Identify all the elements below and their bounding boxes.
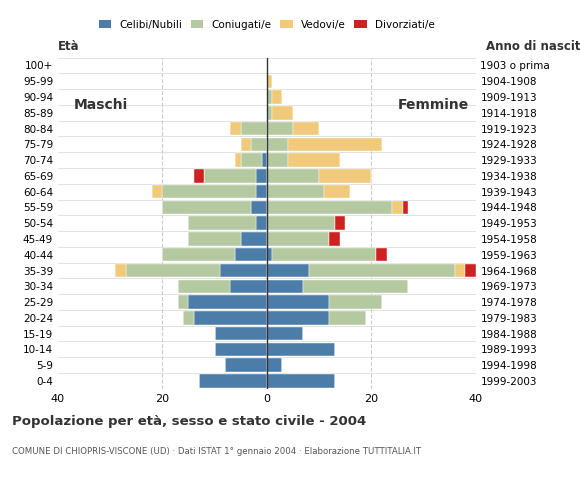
Legend: Celibi/Nubili, Coniugati/e, Vedovi/e, Divorziati/e: Celibi/Nubili, Coniugati/e, Vedovi/e, Di… — [99, 20, 434, 30]
Bar — [392, 201, 403, 214]
Bar — [220, 264, 267, 277]
Bar — [152, 185, 162, 198]
Bar — [403, 201, 408, 214]
Bar — [329, 232, 340, 246]
Bar — [303, 279, 408, 293]
Bar — [178, 279, 230, 293]
Bar — [329, 295, 382, 309]
Bar — [267, 343, 335, 356]
Bar — [188, 232, 241, 246]
Bar — [267, 248, 272, 262]
Bar — [230, 122, 241, 135]
Bar — [267, 295, 329, 309]
Bar — [230, 279, 267, 293]
Bar — [335, 216, 345, 230]
Bar — [162, 185, 256, 198]
Text: Femmine: Femmine — [397, 98, 469, 112]
Bar — [215, 343, 267, 356]
Bar — [267, 311, 329, 324]
Bar — [256, 169, 267, 182]
Bar — [126, 264, 220, 277]
Bar — [241, 154, 262, 167]
Bar — [267, 106, 272, 120]
Bar — [267, 374, 335, 388]
Text: Maschi: Maschi — [74, 98, 128, 112]
Text: Età: Età — [58, 40, 79, 53]
Bar — [267, 169, 319, 182]
Bar — [256, 216, 267, 230]
Bar — [288, 138, 382, 151]
Bar — [115, 264, 126, 277]
Bar — [319, 169, 371, 182]
Bar — [267, 154, 288, 167]
Bar — [267, 201, 392, 214]
Bar — [235, 248, 267, 262]
Bar — [267, 185, 324, 198]
Bar — [251, 201, 267, 214]
Bar — [267, 279, 303, 293]
Bar — [178, 295, 188, 309]
Bar — [267, 264, 309, 277]
Bar — [162, 201, 251, 214]
Bar — [267, 74, 272, 88]
Bar — [288, 154, 340, 167]
Bar — [241, 122, 267, 135]
Bar — [376, 248, 387, 262]
Bar — [241, 138, 251, 151]
Bar — [272, 90, 282, 104]
Bar — [329, 311, 366, 324]
Bar — [465, 264, 476, 277]
Bar — [235, 154, 241, 167]
Bar — [272, 106, 293, 120]
Text: Popolazione per età, sesso e stato civile - 2004: Popolazione per età, sesso e stato civil… — [12, 415, 366, 428]
Bar — [256, 185, 267, 198]
Bar — [267, 216, 335, 230]
Bar — [241, 232, 267, 246]
Text: Anno di nascita: Anno di nascita — [486, 40, 580, 53]
Bar — [267, 90, 272, 104]
Bar — [267, 327, 303, 340]
Bar — [267, 138, 288, 151]
Text: COMUNE DI CHIOPRIS-VISCONE (UD) · Dati ISTAT 1° gennaio 2004 · Elaborazione TUTT: COMUNE DI CHIOPRIS-VISCONE (UD) · Dati I… — [12, 446, 420, 456]
Bar — [267, 232, 329, 246]
Bar — [162, 248, 235, 262]
Bar — [225, 359, 267, 372]
Bar — [455, 264, 465, 277]
Bar — [262, 154, 267, 167]
Bar — [251, 138, 267, 151]
Bar — [199, 374, 267, 388]
Bar — [194, 169, 204, 182]
Bar — [204, 169, 256, 182]
Bar — [267, 359, 282, 372]
Bar — [324, 185, 350, 198]
Bar — [267, 122, 293, 135]
Bar — [194, 311, 267, 324]
Bar — [188, 295, 267, 309]
Bar — [309, 264, 455, 277]
Bar — [188, 216, 256, 230]
Bar — [183, 311, 194, 324]
Bar — [293, 122, 319, 135]
Bar — [215, 327, 267, 340]
Bar — [272, 248, 376, 262]
